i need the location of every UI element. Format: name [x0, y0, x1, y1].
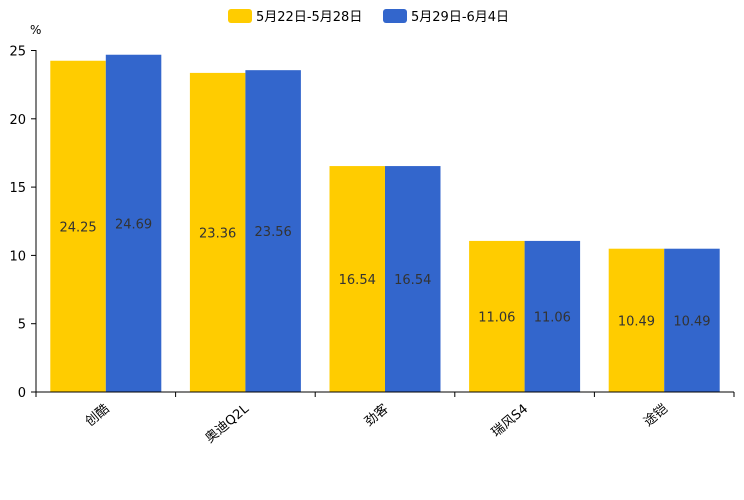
bar: [524, 240, 581, 392]
y-tick-label: 0: [18, 386, 26, 401]
data-label: 23.56: [255, 225, 292, 240]
x-tick-label: 瑞风S4: [489, 402, 531, 441]
x-tick-label: 创酷: [83, 402, 113, 430]
bar: [469, 240, 525, 392]
bars: 24.25 24.69 23.36 23.56 16.54 16.54 11.06 11.06…: [50, 54, 720, 393]
x-tick-label: 劲客: [361, 401, 391, 430]
bar: [245, 70, 301, 392]
bar: [385, 166, 441, 392]
bar: [105, 54, 162, 393]
bar: [50, 60, 106, 393]
data-label: 24.69: [115, 217, 152, 232]
y-tick-label: 5: [18, 318, 26, 333]
y-tick-label: 10: [9, 249, 26, 264]
bar: [664, 248, 720, 392]
bar: [608, 248, 665, 392]
data-label: 10.49: [618, 314, 655, 329]
data-label: 11.06: [534, 310, 571, 325]
legend-label: 5月29日-6月4日: [411, 10, 509, 25]
bar: [329, 166, 385, 392]
data-label: 10.49: [673, 314, 710, 329]
y-tick-label: 15: [9, 181, 26, 196]
y-axis-label: %: [30, 23, 41, 37]
data-label: 16.54: [394, 273, 431, 288]
legend-swatch: [228, 9, 252, 23]
y-tick-label: 25: [9, 45, 26, 60]
data-label: 24.25: [59, 220, 96, 235]
legend: 5月22日-5月28日 5月29日-6月4日: [228, 9, 509, 25]
x-tick-label: 途铠: [641, 401, 671, 430]
legend-swatch: [383, 9, 407, 23]
data-label: 11.06: [478, 310, 515, 325]
y-tick-label: 20: [9, 113, 26, 128]
x-axis: 创酷 奥迪Q2L 劲客 瑞风S4 途铠: [35, 391, 735, 446]
legend-label: 5月22日-5月28日: [256, 10, 362, 25]
x-tick-label: 奥迪Q2L: [203, 401, 253, 446]
bar: [189, 72, 246, 392]
data-label: 23.36: [199, 226, 236, 241]
data-label: 16.54: [339, 273, 376, 288]
y-axis: 0 5 10 15 20 25: [9, 45, 37, 401]
